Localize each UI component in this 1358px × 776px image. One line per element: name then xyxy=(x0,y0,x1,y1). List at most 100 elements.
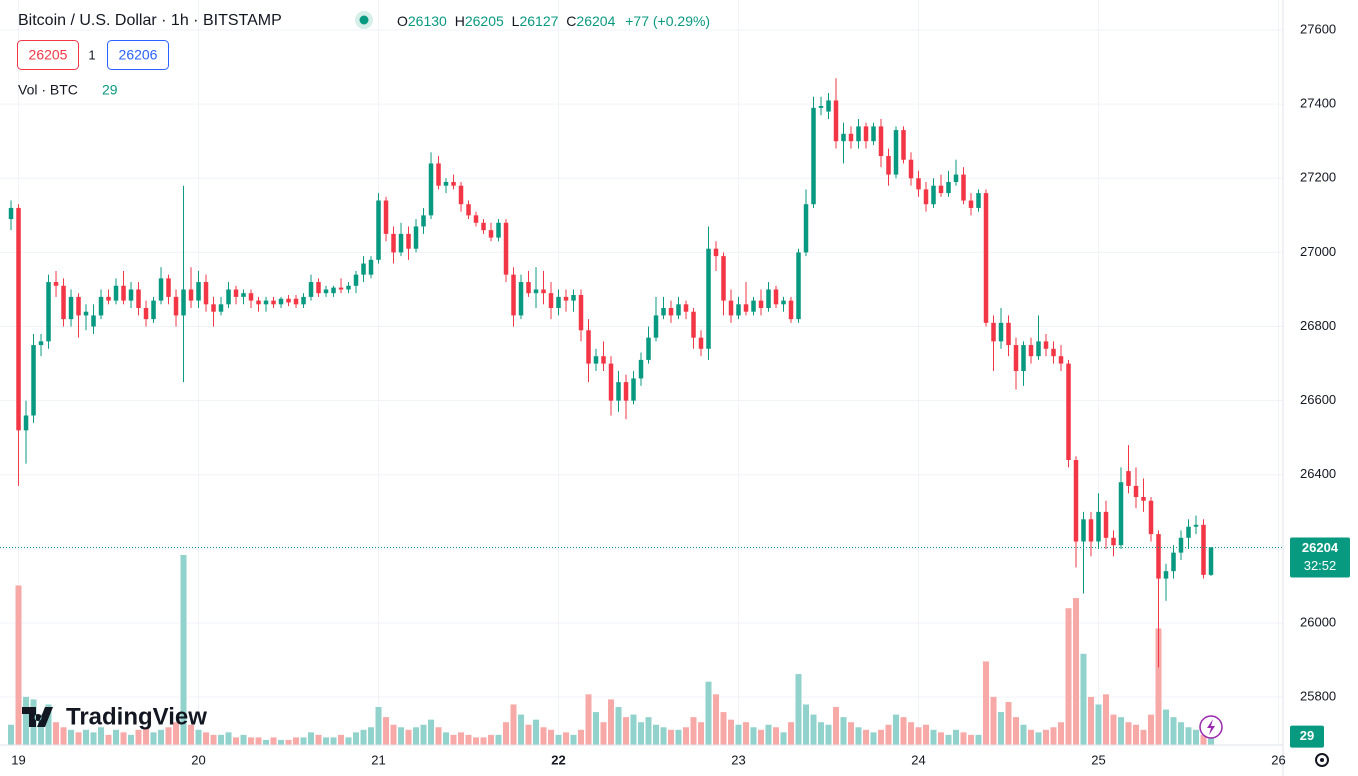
volume-bar xyxy=(795,674,802,745)
candle xyxy=(1148,497,1154,542)
volume-bar xyxy=(833,707,840,745)
volume-bar xyxy=(1080,653,1087,745)
candle xyxy=(181,185,186,383)
settings-button[interactable] xyxy=(1315,753,1329,767)
candle-body xyxy=(923,189,929,205)
volume-bar xyxy=(563,732,570,745)
candle xyxy=(241,289,246,305)
sell-button[interactable] xyxy=(17,40,79,70)
candle xyxy=(391,226,396,264)
volume-bar xyxy=(345,737,352,745)
candle-body xyxy=(16,207,21,431)
candle xyxy=(458,181,464,212)
candle-body xyxy=(61,285,66,320)
volume-bar xyxy=(278,739,285,745)
volume-bar xyxy=(675,729,682,745)
gear-center xyxy=(1320,758,1324,762)
candle-body xyxy=(106,296,111,301)
candle-body xyxy=(691,311,696,338)
last-price-label: 26204 xyxy=(1302,540,1339,555)
candle-body xyxy=(68,296,74,320)
candle-body xyxy=(863,126,869,142)
candle xyxy=(743,282,749,316)
candle-body xyxy=(23,415,29,431)
candle-body xyxy=(121,285,126,301)
x-tick-label: 19 xyxy=(11,752,25,767)
candle xyxy=(451,174,456,190)
candle-body xyxy=(631,378,636,401)
candle-body xyxy=(181,289,186,316)
candle-body xyxy=(481,222,486,231)
candle-body xyxy=(98,296,104,316)
candle xyxy=(331,285,336,297)
candle-body xyxy=(841,133,846,142)
volume-bar xyxy=(705,681,712,745)
candle-body xyxy=(1133,485,1139,498)
candle-body xyxy=(743,304,749,312)
candle xyxy=(1058,345,1064,372)
volume-bar xyxy=(315,734,322,745)
volume-bar xyxy=(503,722,510,745)
volume-bar xyxy=(623,717,630,745)
volume-bar xyxy=(75,732,82,745)
candle-body xyxy=(683,304,689,312)
chart-title: Bitcoin / U.S. Dollar · 1h · BITSTAMP xyxy=(18,12,282,29)
candle-body xyxy=(511,274,516,316)
candle xyxy=(841,122,846,164)
volume-bar xyxy=(390,724,397,745)
candle xyxy=(766,282,771,312)
candle-body xyxy=(616,382,621,401)
volume-bar xyxy=(443,732,450,745)
candle-body xyxy=(1066,363,1071,460)
candle xyxy=(736,296,741,320)
candle xyxy=(53,270,59,297)
candle-body xyxy=(826,100,831,112)
candle-body xyxy=(578,295,584,331)
candle-body xyxy=(226,289,231,305)
volume-bar xyxy=(1110,714,1117,745)
volume-bar xyxy=(465,734,472,745)
volume-bar xyxy=(60,727,67,745)
candle-body xyxy=(263,300,269,305)
candle xyxy=(1201,519,1206,579)
candle xyxy=(61,278,66,327)
buy-button[interactable] xyxy=(107,40,169,70)
volume-bar xyxy=(578,729,585,745)
candle-body xyxy=(158,278,164,301)
candle-body xyxy=(728,300,734,316)
candle-body xyxy=(391,233,396,253)
volume-bar xyxy=(825,724,832,745)
candle-body xyxy=(173,296,179,316)
candle xyxy=(368,256,374,279)
candle-body xyxy=(938,185,944,194)
candle-body xyxy=(811,107,816,205)
volume-bar xyxy=(585,694,592,745)
volume-bar xyxy=(765,724,772,745)
candle xyxy=(76,293,81,338)
candle xyxy=(128,282,134,309)
candle-body xyxy=(803,204,809,253)
candle-body xyxy=(901,130,906,160)
candle xyxy=(1013,337,1019,390)
candle-body xyxy=(1208,547,1214,575)
candle-body xyxy=(1006,322,1011,346)
candle xyxy=(1141,478,1146,512)
volume-bar xyxy=(735,724,742,745)
candle xyxy=(278,296,284,309)
candle xyxy=(526,270,531,297)
candle xyxy=(361,256,366,283)
volume-bar xyxy=(248,737,255,745)
candle xyxy=(1171,545,1176,579)
volume-bar xyxy=(750,727,757,745)
candle xyxy=(218,296,224,316)
candle xyxy=(203,274,209,312)
candle xyxy=(901,126,906,164)
h-label: H xyxy=(455,13,465,29)
volume-bar xyxy=(8,724,15,745)
volume-bar xyxy=(803,704,810,745)
volume-bar xyxy=(780,732,787,745)
volume-bar xyxy=(293,737,300,745)
y-tick-label: 25800 xyxy=(1300,689,1336,704)
candle xyxy=(406,226,411,260)
